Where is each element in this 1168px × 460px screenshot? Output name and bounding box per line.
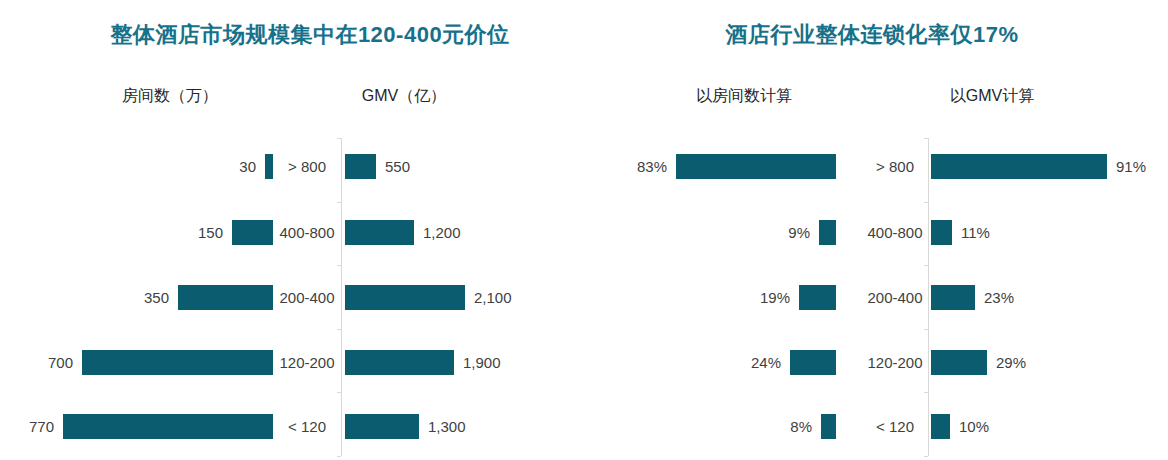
axis-tick <box>924 138 928 139</box>
bar <box>63 414 273 439</box>
bar <box>265 154 273 179</box>
bar <box>345 350 454 375</box>
category-axis <box>928 138 929 456</box>
bar <box>931 220 952 245</box>
bar-value-label: 9% <box>788 220 810 245</box>
bar <box>676 154 836 179</box>
bar <box>345 220 414 245</box>
bar <box>82 350 273 375</box>
bar-value-label: 19% <box>760 285 790 310</box>
bar <box>819 220 836 245</box>
bar <box>931 285 975 310</box>
category-label: 400-800 <box>867 220 922 245</box>
axis-tick <box>337 329 341 330</box>
slide-canvas: 整体酒店市场规模集中在120-400元价位 酒店行业整体连锁化率仅17% 房间数… <box>0 0 1168 460</box>
bar-value-label: 24% <box>751 350 781 375</box>
bar-value-label: 700 <box>48 350 73 375</box>
bar-value-label: 11% <box>961 220 990 245</box>
bar-value-label: 29% <box>996 350 1026 375</box>
bar-value-label: 30 <box>239 154 256 179</box>
bar <box>345 414 419 439</box>
axis-tick <box>924 202 928 203</box>
category-label: < 120 <box>288 414 326 439</box>
bar-value-label: 10% <box>959 414 989 439</box>
bar-value-label: 350 <box>144 285 169 310</box>
bar-value-label: 1,300 <box>428 414 466 439</box>
axis-tick <box>337 202 341 203</box>
axis-tick <box>337 456 341 457</box>
axis-tick <box>924 392 928 393</box>
bar <box>345 285 465 310</box>
category-label: 200-400 <box>279 285 334 310</box>
axis-tick <box>337 265 341 266</box>
bar-value-label: 8% <box>790 414 812 439</box>
axis-tick <box>924 456 928 457</box>
bar <box>821 414 836 439</box>
axis-tick <box>337 392 341 393</box>
category-label: > 800 <box>288 154 326 179</box>
bar-value-label: 550 <box>385 154 410 179</box>
axis-tick <box>924 265 928 266</box>
bar-value-label: 150 <box>198 220 223 245</box>
bar-value-label: 2,100 <box>474 285 512 310</box>
bar-value-label: 1,200 <box>423 220 461 245</box>
bar-value-label: 1,900 <box>463 350 501 375</box>
bar <box>345 154 376 179</box>
axis-tick <box>337 138 341 139</box>
category-label: > 800 <box>876 154 914 179</box>
category-label: 200-400 <box>867 285 922 310</box>
bar <box>790 350 836 375</box>
axis-tick <box>924 329 928 330</box>
bar-value-label: 770 <box>29 414 54 439</box>
bar <box>232 220 273 245</box>
bar <box>931 350 987 375</box>
bar <box>931 414 950 439</box>
bar-value-label: 91% <box>1116 154 1146 179</box>
bar <box>178 285 273 310</box>
category-label: 400-800 <box>279 220 334 245</box>
bar <box>799 285 836 310</box>
bar <box>931 154 1107 179</box>
category-label: 120-200 <box>867 350 922 375</box>
charts-layer: > 800 30 550 400-800 150 1,200 200-400 350 2,100… <box>0 0 1168 460</box>
category-label: < 120 <box>876 414 914 439</box>
bar-value-label: 23% <box>984 285 1014 310</box>
category-label: 120-200 <box>279 350 334 375</box>
category-axis <box>341 138 342 456</box>
bar-value-label: 83% <box>637 154 667 179</box>
